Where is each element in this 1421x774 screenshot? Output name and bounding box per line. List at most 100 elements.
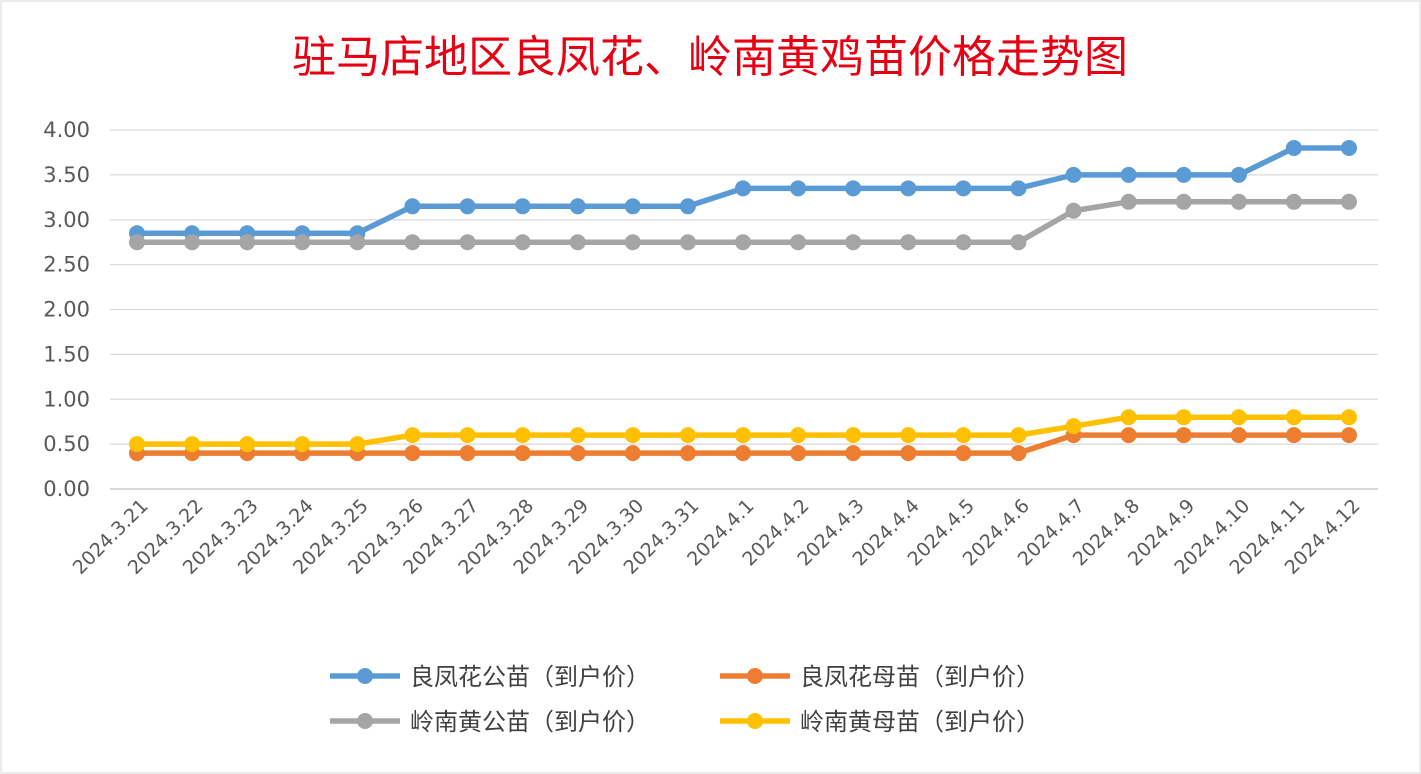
series-layer [129,139,1357,462]
data-point [294,234,311,251]
data-point [1285,193,1302,210]
data-point [790,445,807,462]
legend-item-4: 岭南黄母苗（到户价） [720,708,1040,736]
legend-marker [747,668,763,684]
data-point [129,436,145,453]
legend-label: 岭南黄母苗（到户价） [800,708,1040,736]
legend-marker [747,713,763,729]
y-tick-label: 1.00 [43,387,90,411]
data-point [900,445,917,462]
data-point [404,445,421,462]
y-tick-label: 2.00 [43,298,90,322]
data-point [955,234,972,251]
data-point [1341,409,1357,426]
legend-marker [357,713,373,729]
data-point [955,180,972,197]
data-point [1175,409,1192,426]
data-point [1341,193,1357,210]
data-point [624,234,641,251]
data-point [1230,193,1247,210]
data-point [790,427,807,444]
y-tick-label: 1.50 [43,342,90,366]
data-point [1230,427,1247,444]
data-point [1285,139,1302,156]
data-point [1010,445,1027,462]
data-point [569,198,586,215]
series-3 [129,193,1357,251]
y-tick-label: 0.50 [43,432,90,456]
data-point [735,427,751,444]
data-point [900,234,917,251]
data-point [845,445,862,462]
data-point [294,436,311,453]
chart-title: 驻马店地区良凤花、岭南黄鸡苗价格走势图 [292,32,1128,83]
data-point [1120,427,1137,444]
data-point [459,198,476,215]
data-point [239,234,256,251]
y-tick-label: 4.00 [43,118,90,142]
data-point [184,436,201,453]
data-point [1341,139,1357,156]
legend-label: 良凤花母苗（到户价） [800,663,1040,691]
y-axis: 4.00 3.50 3.00 2.50 2.00 1.50 1.00 0.50 0.00 [43,118,90,501]
data-point [735,180,751,197]
data-point [239,436,256,453]
data-point [900,180,917,197]
data-point [404,427,421,444]
data-point [459,445,476,462]
data-point [679,427,696,444]
y-tick-label: 0.00 [43,477,90,501]
legend-label: 岭南黄公苗（到户价） [410,708,650,736]
data-point [1285,427,1302,444]
data-point [735,234,751,251]
data-point [404,234,421,251]
data-point [1065,418,1082,435]
data-point [569,445,586,462]
data-point [1120,166,1137,183]
data-point [790,234,807,251]
data-point [1120,409,1137,426]
legend-marker [357,668,373,684]
data-point [624,198,641,215]
data-point [459,427,476,444]
data-point [679,234,696,251]
legend-item-3: 岭南黄公苗（到户价） [330,708,650,736]
legend-label: 良凤花公苗（到户价） [410,663,650,691]
data-point [845,234,862,251]
y-tick-label: 3.50 [43,163,90,187]
legend-item-1: 良凤花公苗（到户价） [330,663,650,691]
data-point [1175,166,1192,183]
gridlines [110,129,1378,490]
data-point [735,445,751,462]
data-point [1120,193,1137,210]
data-point [624,427,641,444]
data-point [569,427,586,444]
series-4 [129,409,1357,453]
data-point [1175,193,1192,210]
data-point [349,436,366,453]
data-point [679,445,696,462]
y-tick-label: 3.00 [43,208,90,232]
legend: 良凤花公苗（到户价） 良凤花母苗（到户价） 岭南黄公苗（到户价） 岭南黄母苗（到户价） [330,663,1040,736]
data-point [845,427,862,444]
data-point [349,234,366,251]
data-point [1065,202,1082,219]
data-point [569,234,586,251]
data-point [624,445,641,462]
y-tick-label: 2.50 [43,253,90,277]
data-point [514,234,531,251]
data-point [1230,166,1247,183]
data-point [790,180,807,197]
data-point [1285,409,1302,426]
data-point [1010,427,1027,444]
data-point [955,427,972,444]
data-point [845,180,862,197]
data-point [1065,166,1082,183]
data-point [404,198,421,215]
data-point [1010,180,1027,197]
data-point [1341,427,1357,444]
data-point [514,198,531,215]
data-point [184,234,201,251]
data-point [955,445,972,462]
